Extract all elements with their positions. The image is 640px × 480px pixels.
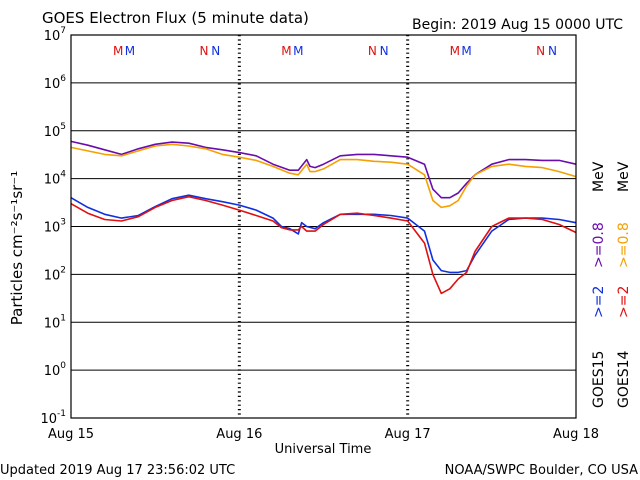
x-tick-label: Aug 16 <box>216 427 262 442</box>
credit-text: NOAA/SWPC Boulder, CO USA <box>445 463 638 478</box>
y-tick-label: 10-1 <box>40 409 66 427</box>
gridlines <box>71 82 576 371</box>
plot-frame <box>70 34 577 419</box>
x-tick-label: Aug 17 <box>385 427 431 442</box>
x-tick-label: Aug 15 <box>48 427 94 442</box>
y-tick-label: 101 <box>44 313 66 331</box>
chart-title: GOES Electron Flux (5 minute data) <box>42 9 309 27</box>
y-tick-label: 106 <box>44 74 67 92</box>
annotation-m: M <box>293 44 303 58</box>
y-tick-label: 105 <box>44 122 66 140</box>
x-tick-label: Aug 18 <box>553 427 599 442</box>
legend-entry-2mev: >=2 <box>591 286 607 318</box>
annotation-m: M <box>450 44 460 58</box>
x-axis-label: Universal Time <box>275 442 372 457</box>
annotation-n: N <box>548 44 557 58</box>
y-tick-label: 100 <box>44 361 67 379</box>
annotation-n: N <box>536 44 545 58</box>
x-tick-labels: Aug 15 Aug 16 Aug 17 Aug 18 <box>48 427 599 442</box>
legend-satellite-goes14: GOES14 <box>616 350 632 408</box>
legend-satellite-goes15: GOES15 <box>591 351 607 408</box>
begin-date: Begin: 2019 Aug 15 0000 UTC <box>412 17 623 33</box>
annotation-m: M <box>125 44 135 58</box>
y-tick-label: 103 <box>44 218 66 236</box>
series-goes14-2-mev <box>70 195 577 295</box>
updated-timestamp: Updated 2019 Aug 17 23:56:02 UTC <box>0 463 235 478</box>
annotation-n: N <box>380 44 389 58</box>
legend-unit: MeV <box>591 161 607 192</box>
series-layer <box>70 140 577 295</box>
annotation-n: N <box>368 44 377 58</box>
legend-unit: MeV <box>616 161 632 192</box>
legend-entry-2mev: >=2 <box>616 286 632 318</box>
series-goes14-0-8-mev <box>70 143 577 209</box>
legend: GOES15 >=2 >=0.8 MeV GOES14 >=2 >=0.8 MeV <box>591 161 632 408</box>
annotation-m: M <box>461 44 471 58</box>
legend-entry-08mev: >=0.8 <box>591 222 607 268</box>
legend-entry-08mev: >=0.8 <box>616 222 632 268</box>
annotation-m: M <box>113 44 123 58</box>
y-tick-label: 107 <box>44 26 66 44</box>
series-goes15-2-mev <box>70 194 577 274</box>
annotation-n: N <box>199 44 208 58</box>
y-tick-label: 104 <box>44 170 67 188</box>
y-tick-label: 102 <box>44 265 66 283</box>
y-axis-label: Particles cm⁻²s⁻¹sr⁻¹ <box>8 171 26 325</box>
annotation-m: M <box>281 44 291 58</box>
y-tick-labels: 107 106 105 104 103 102 101 100 10-1 <box>40 26 66 427</box>
annotation-n: N <box>211 44 220 58</box>
